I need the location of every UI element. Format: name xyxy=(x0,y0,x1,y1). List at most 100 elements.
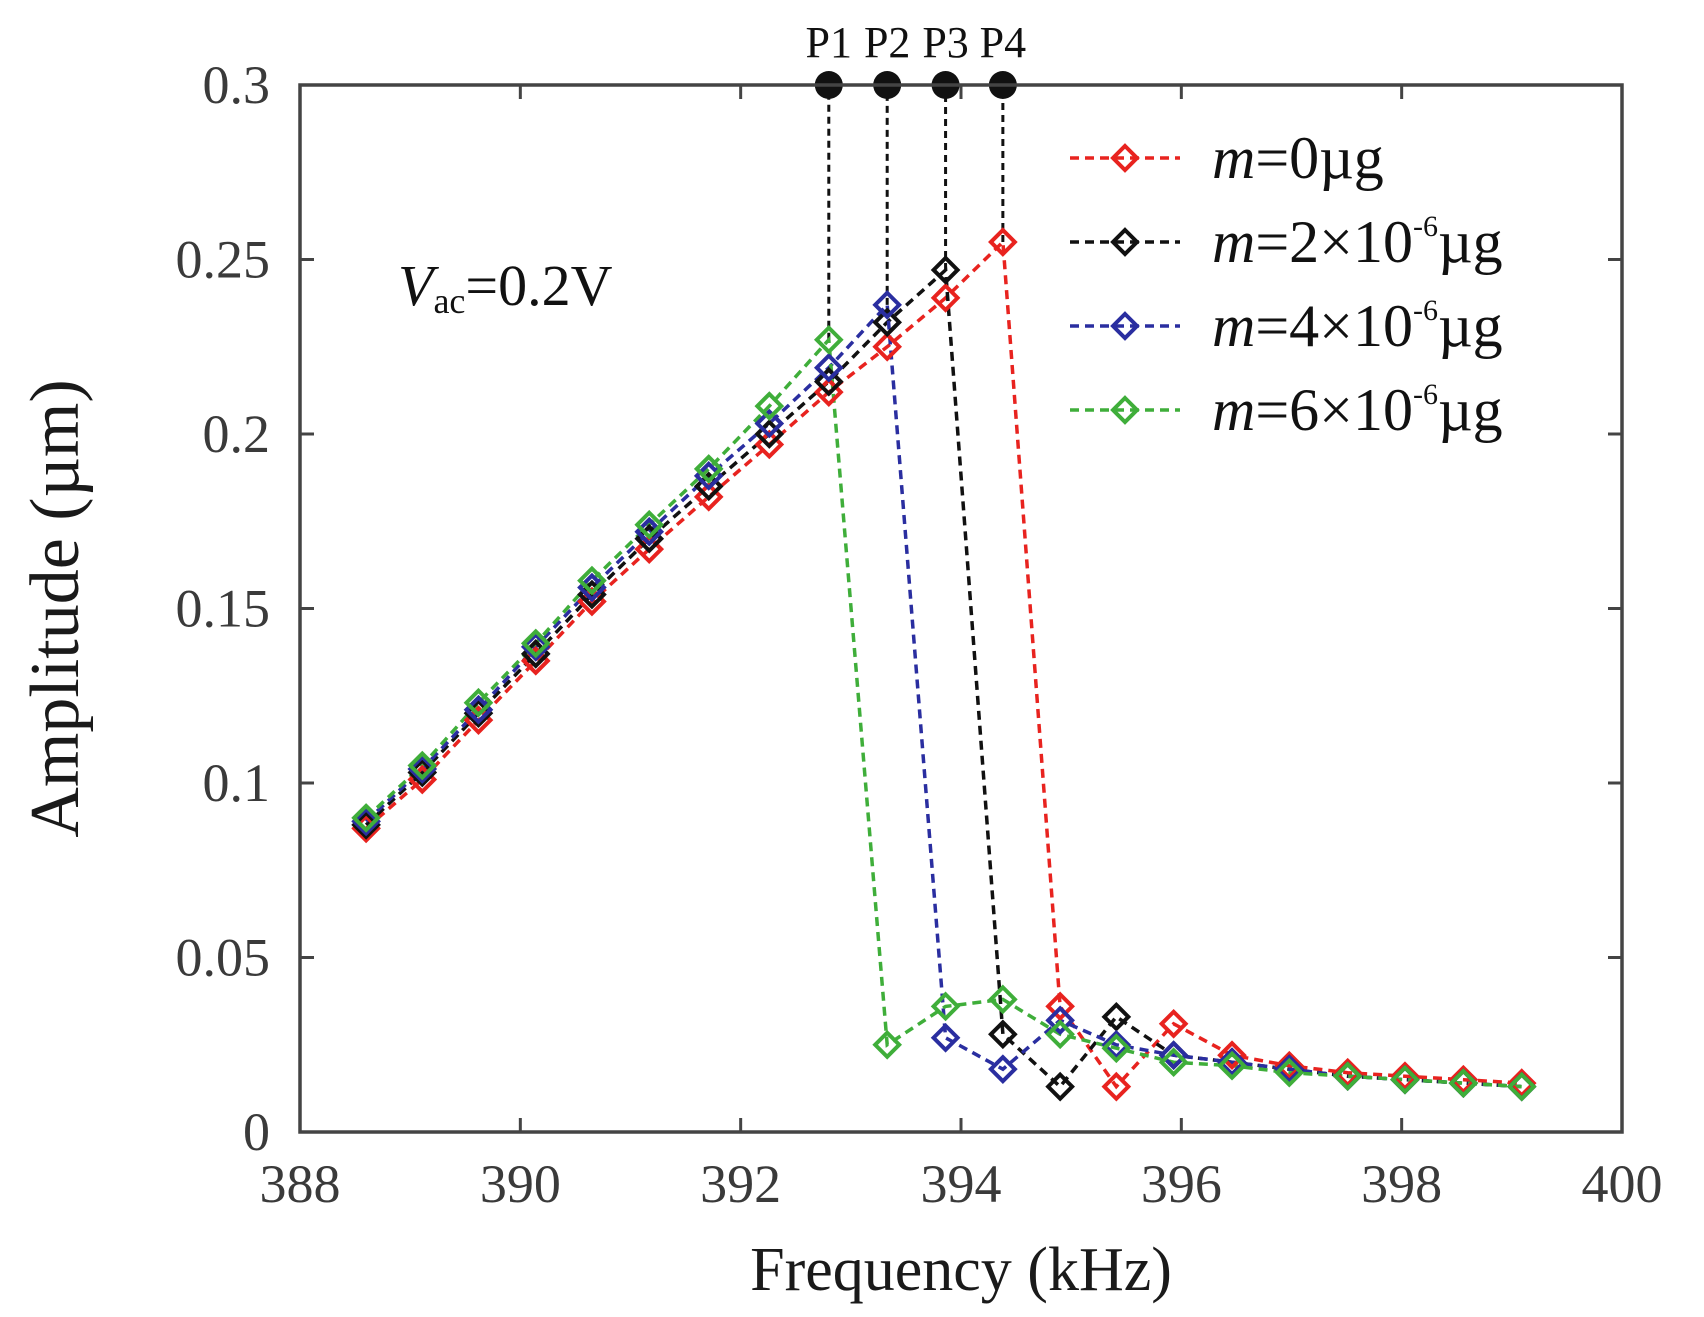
data-point xyxy=(754,408,785,439)
legend-entry-value: =6×10 xyxy=(1255,377,1413,443)
legend-entry: m=0µg xyxy=(1212,125,1384,191)
y-tick-label: 0.1 xyxy=(203,753,271,813)
legend-entry: m=2×10-6µg xyxy=(1212,209,1503,275)
data-point xyxy=(930,255,961,285)
data-point xyxy=(930,1022,961,1053)
legend-marker xyxy=(1110,227,1140,257)
x-tick-label: 394 xyxy=(921,1154,1002,1214)
data-point xyxy=(754,391,785,421)
plot-layer: P1 P2 P3 P4 xyxy=(351,18,1537,1102)
legend-marker xyxy=(1110,143,1140,173)
data-point xyxy=(693,454,724,484)
legend-entry-exponent: -6 xyxy=(1413,294,1438,327)
x-axis-title: Frequency (kHz) xyxy=(750,1236,1172,1304)
data-point xyxy=(988,984,1018,1015)
series-line xyxy=(364,300,1522,1089)
data-point xyxy=(1045,1071,1075,1102)
legend-entry: m=6×10-6µg xyxy=(1212,377,1503,443)
data-point xyxy=(1274,1057,1305,1088)
y-tick-label: 0.15 xyxy=(176,579,271,639)
legend-marker xyxy=(1110,395,1140,425)
y-tick-label: 0.2 xyxy=(203,404,271,464)
series-line xyxy=(364,266,1522,1090)
legend-entry-unit: µg xyxy=(1438,293,1503,359)
x-tick-label: 388 xyxy=(260,1154,341,1214)
data-point xyxy=(1101,1071,1132,1102)
x-tick-label: 396 xyxy=(1141,1154,1222,1214)
x-tick-label: 400 xyxy=(1582,1154,1663,1214)
series-line xyxy=(364,335,1522,1089)
legend-entry-symbol: m xyxy=(1212,209,1255,275)
data-point xyxy=(1045,1019,1075,1050)
data-point xyxy=(407,750,438,781)
data-point xyxy=(1506,1068,1537,1098)
data-point xyxy=(988,1054,1018,1085)
data-point xyxy=(1448,1064,1479,1095)
vac-annotation: Vac=0.2V xyxy=(398,253,613,321)
data-point xyxy=(463,687,494,718)
y-tick-label: 0.25 xyxy=(176,230,271,290)
peak-marker-label: P1 xyxy=(806,18,852,67)
peak-marker-label: P4 xyxy=(980,18,1026,67)
data-point xyxy=(872,1029,903,1060)
data-point xyxy=(872,331,903,362)
data-point xyxy=(930,283,961,313)
vac-annotation-subscript: ac xyxy=(433,281,465,321)
legend-entry-exponent: -6 xyxy=(1413,378,1438,411)
data-point xyxy=(1101,1002,1132,1032)
legend-entry-symbol: m xyxy=(1212,125,1255,191)
data-point xyxy=(407,754,438,784)
x-tick-label: 392 xyxy=(700,1154,781,1214)
x-tick-label: 390 xyxy=(480,1154,561,1214)
y-tick-label: 0 xyxy=(243,1102,270,1162)
vac-annotation-value: =0.2V xyxy=(465,253,612,318)
legend-entry-symbol: m xyxy=(1212,293,1255,359)
data-point xyxy=(1101,1029,1132,1060)
data-point xyxy=(813,352,844,383)
legend-marker xyxy=(1110,311,1140,341)
series-line xyxy=(364,238,1522,1090)
data-point xyxy=(351,806,381,837)
y-axis-title: Amplitude (µm) xyxy=(17,379,94,837)
data-point xyxy=(813,366,844,397)
data-point xyxy=(1158,1040,1189,1071)
data-point xyxy=(872,290,903,320)
data-point xyxy=(1158,1047,1189,1078)
data-point xyxy=(1390,1064,1420,1095)
data-point xyxy=(520,632,551,662)
data-point xyxy=(520,628,551,659)
data-point xyxy=(1274,1054,1305,1085)
axes-layer: 388 390 392 394 396 398 400 0 0.05 0.1 0.15 0.2 0.25… xyxy=(17,55,1663,1304)
data-point xyxy=(930,991,961,1022)
vac-annotation-symbol: V xyxy=(398,253,440,318)
y-tick-label: 0.05 xyxy=(176,928,271,988)
data-point xyxy=(1332,1061,1363,1091)
legend-entry: m=4×10-6µg xyxy=(1212,293,1503,359)
data-point xyxy=(1045,991,1075,1022)
data-point xyxy=(1448,1068,1479,1098)
data-point xyxy=(1101,1033,1132,1064)
data-point xyxy=(1045,1005,1075,1036)
data-point xyxy=(634,509,665,540)
data-point xyxy=(577,565,607,596)
data-point xyxy=(1506,1071,1537,1102)
data-point xyxy=(988,227,1018,257)
x-tick-label: 398 xyxy=(1361,1154,1442,1214)
legend-entry-value: =4×10 xyxy=(1255,293,1413,359)
data-point xyxy=(1217,1040,1247,1071)
data-point xyxy=(1217,1050,1247,1081)
legend-entry-value: =0µg xyxy=(1255,125,1383,191)
peak-marker-label: P2 xyxy=(864,18,910,67)
y-tick-label: 0.3 xyxy=(203,55,271,115)
data-point xyxy=(351,803,381,833)
peak-marker-label: P3 xyxy=(922,18,968,67)
data-point xyxy=(1390,1061,1420,1091)
data-point xyxy=(1332,1057,1363,1088)
data-point xyxy=(813,324,844,355)
legend-entry-unit: µg xyxy=(1438,209,1503,275)
data-point xyxy=(988,1019,1018,1050)
data-point xyxy=(1217,1047,1247,1078)
